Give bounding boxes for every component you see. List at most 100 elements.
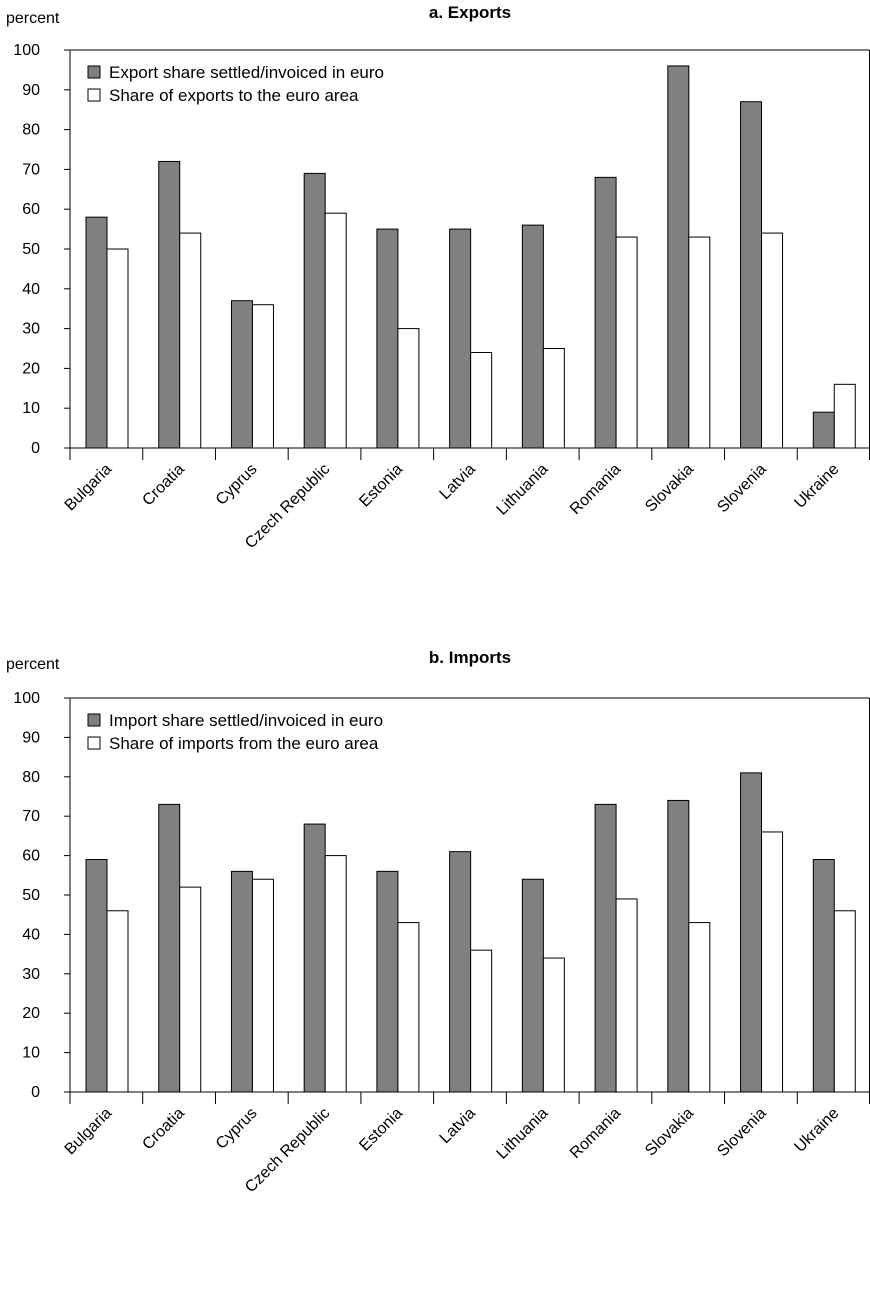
x-tick-label: Slovenia bbox=[714, 1105, 769, 1160]
bar-euro-share bbox=[812, 859, 835, 1093]
bar-euro-share bbox=[85, 859, 108, 1093]
chart-title: b. Imports bbox=[429, 648, 511, 667]
y-tick-label: 20 bbox=[22, 360, 40, 377]
x-tick-label: Ukraine bbox=[791, 1105, 842, 1156]
legend-label: Export share settled/invoiced in euro bbox=[109, 63, 384, 82]
exports-chart: percent a. Exports 0 10 20 30 40 50 60 70 80 90 100 B… bbox=[6, 3, 870, 552]
bar-euro-share bbox=[594, 176, 617, 449]
x-tick-label: Croatia bbox=[139, 461, 188, 510]
bar-euro-area-share bbox=[251, 878, 274, 1093]
bar-euro-share bbox=[303, 172, 326, 449]
bar-euro-share bbox=[303, 823, 326, 1093]
x-tick-label: Lithuania bbox=[494, 461, 552, 519]
x-tick-label: Ukraine bbox=[791, 461, 842, 512]
bar-euro-area-share bbox=[106, 248, 129, 449]
bar-euro-share bbox=[740, 101, 763, 449]
bar-euro-area-share bbox=[542, 957, 565, 1093]
bar-euro-share bbox=[667, 65, 690, 449]
bar-euro-area-share bbox=[761, 831, 784, 1093]
y-tick-label: 60 bbox=[22, 848, 40, 865]
y-tick-label: 90 bbox=[22, 729, 40, 746]
imports-chart: percent b. Imports 0 10 20 30 40 50 60 70 80 90 100 B… bbox=[6, 648, 870, 1196]
x-tick-label: Bulgaria bbox=[62, 461, 116, 515]
bar-euro-share bbox=[449, 228, 472, 449]
x-tick-label: Latvia bbox=[437, 461, 479, 503]
x-tick-label: Cyprus bbox=[213, 461, 261, 509]
y-tick-label: 10 bbox=[22, 1045, 40, 1062]
bar-euro-share bbox=[521, 224, 544, 449]
x-tick-label: Slovenia bbox=[714, 461, 769, 516]
x-tick-label: Latvia bbox=[437, 1105, 479, 1147]
bar-euro-area-share bbox=[470, 949, 493, 1093]
y-tick-label: 0 bbox=[31, 440, 40, 457]
bar-euro-share bbox=[158, 160, 181, 449]
bar-euro-area-share bbox=[179, 232, 202, 449]
bar-euro-share bbox=[376, 870, 399, 1093]
x-tick-label: Slovakia bbox=[642, 461, 697, 516]
y-tick-label: 80 bbox=[22, 122, 40, 139]
x-tick-label: Romania bbox=[567, 461, 624, 518]
bar-euro-share bbox=[230, 300, 253, 449]
x-tick-label: Lithuania bbox=[494, 1105, 552, 1163]
bar-euro-share bbox=[740, 772, 763, 1093]
bar-euro-share bbox=[667, 799, 690, 1093]
x-tick-label: Bulgaria bbox=[62, 1105, 116, 1159]
y-tick-label: 70 bbox=[22, 808, 40, 825]
bar-euro-area-share bbox=[688, 236, 711, 449]
bar-euro-area-share bbox=[833, 383, 856, 449]
bar-euro-share bbox=[812, 411, 835, 449]
bar-euro-area-share bbox=[251, 304, 274, 449]
bar-euro-area-share bbox=[615, 898, 638, 1093]
bar-euro-area-share bbox=[470, 351, 493, 449]
bar-euro-share bbox=[376, 228, 399, 449]
bar-euro-share bbox=[158, 803, 181, 1093]
x-tick-label: Croatia bbox=[139, 1105, 188, 1154]
bar-euro-area-share bbox=[179, 886, 202, 1093]
y-tick-label: 30 bbox=[22, 321, 40, 338]
y-tick-label: 80 bbox=[22, 769, 40, 786]
legend-label: Share of imports from the euro area bbox=[109, 734, 379, 753]
bar-euro-area-share bbox=[324, 212, 347, 449]
legend-swatch bbox=[87, 713, 101, 727]
y-tick-label: 60 bbox=[22, 201, 40, 218]
bar-euro-share bbox=[85, 216, 108, 449]
y-tick-label: 70 bbox=[22, 161, 40, 178]
x-tick-label: Cyprus bbox=[213, 1105, 261, 1153]
x-tick-label: Slovakia bbox=[642, 1105, 697, 1160]
chart-title: a. Exports bbox=[429, 3, 511, 22]
y-tick-label: 10 bbox=[22, 400, 40, 417]
bar-euro-area-share bbox=[615, 236, 638, 449]
x-tick-label: Romania bbox=[567, 1105, 624, 1162]
bar-euro-area-share bbox=[833, 910, 856, 1093]
legend-label: Import share settled/invoiced in euro bbox=[109, 711, 383, 730]
bar-euro-area-share bbox=[397, 922, 420, 1093]
bar-euro-area-share bbox=[397, 328, 420, 449]
y-tick-label: 20 bbox=[22, 1005, 40, 1022]
y-tick-label: 90 bbox=[22, 82, 40, 99]
legend-label: Share of exports to the euro area bbox=[109, 86, 359, 105]
bar-euro-share bbox=[449, 851, 472, 1093]
bar-euro-area-share bbox=[324, 855, 347, 1093]
x-tick-label: Estonia bbox=[356, 461, 406, 511]
bar-euro-share bbox=[521, 878, 544, 1093]
y-tick-label: 0 bbox=[31, 1084, 40, 1101]
bar-euro-area-share bbox=[761, 232, 784, 449]
bar-euro-area-share bbox=[542, 348, 565, 449]
y-axis-label: percent bbox=[6, 10, 60, 27]
y-tick-label: 40 bbox=[22, 926, 40, 943]
bar-euro-area-share bbox=[688, 922, 711, 1093]
x-tick-label: Estonia bbox=[356, 1105, 406, 1155]
y-tick-label: 50 bbox=[22, 887, 40, 904]
y-tick-label: 50 bbox=[22, 241, 40, 258]
legend-swatch bbox=[87, 88, 101, 102]
y-tick-label: 40 bbox=[22, 281, 40, 298]
bar-euro-area-share bbox=[106, 910, 129, 1093]
y-tick-label: 30 bbox=[22, 966, 40, 983]
y-axis-label: percent bbox=[6, 656, 60, 673]
legend-swatch bbox=[87, 65, 101, 79]
legend-swatch bbox=[87, 736, 101, 750]
bar-euro-share bbox=[594, 803, 617, 1093]
bar-euro-share bbox=[230, 870, 253, 1093]
y-tick-label: 100 bbox=[13, 42, 40, 59]
